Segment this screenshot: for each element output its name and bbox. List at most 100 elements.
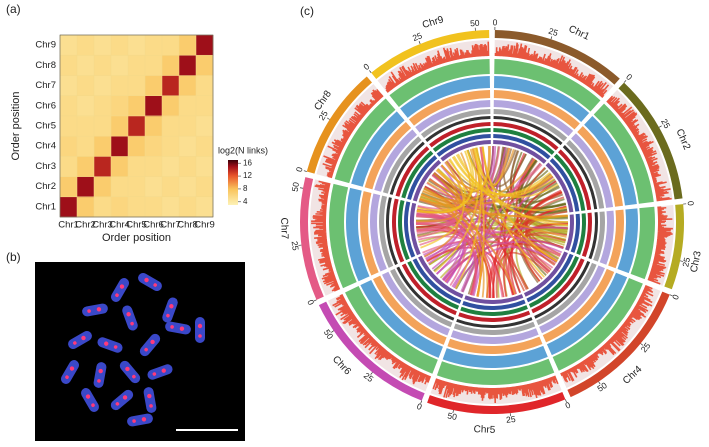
y-tick-label: Chr9: [35, 40, 56, 51]
chromosome-label: Chr9: [421, 14, 445, 31]
heat-cell: [94, 156, 111, 177]
chromosome-label: Chr4: [621, 364, 645, 387]
tick-label: 0: [564, 400, 572, 411]
heat-cell: [111, 136, 128, 157]
heat-cell: [94, 177, 111, 198]
heat-cell: [60, 35, 77, 56]
heat-cell: [179, 197, 196, 218]
heat-cell: [179, 75, 196, 96]
x-axis-label: Order position: [102, 232, 171, 244]
heat-cell: [94, 35, 111, 56]
tick-label: 25: [547, 26, 559, 39]
heat-cell: [128, 156, 145, 177]
colorbar-tick-label: 12: [243, 171, 252, 180]
signal: [198, 334, 202, 338]
heat-cell: [111, 75, 128, 96]
tick-label: 50: [470, 18, 481, 29]
heat-cell: [77, 75, 94, 96]
heat-cell: [128, 197, 145, 218]
colorbar-tick-label: 8: [243, 184, 248, 193]
heat-cell: [77, 156, 94, 177]
heat-cell: [196, 55, 213, 76]
heat-cell: [94, 96, 111, 117]
heat-cell: [196, 177, 213, 198]
heat-cell: [77, 136, 94, 157]
tick-label: 0: [294, 166, 305, 173]
heat-cell: [179, 35, 196, 56]
tick-mark: [327, 118, 330, 120]
heat-cell: [128, 55, 145, 76]
tick-mark: [551, 36, 552, 39]
heat-cell: [60, 136, 77, 157]
heat-cell: [94, 116, 111, 137]
heat-cell: [145, 96, 162, 117]
heat-cell: [162, 96, 179, 117]
heat-cell: [145, 55, 162, 76]
chromosome-label: Chr1: [567, 24, 592, 43]
heat-cell: [145, 177, 162, 198]
heat-cell: [196, 197, 213, 218]
y-tick-label: Chr2: [35, 181, 56, 192]
heat-cell: [60, 197, 77, 218]
colorbar-tick-label: 16: [243, 158, 252, 167]
heat-cell: [145, 197, 162, 218]
signal: [198, 324, 202, 328]
heat-cell: [111, 35, 128, 56]
heat-cell: [162, 197, 179, 218]
heat-cell: [145, 35, 162, 56]
y-tick-label: Chr5: [35, 121, 56, 132]
tick-mark: [419, 41, 420, 44]
colorbar-tick-label: 4: [243, 197, 248, 206]
heat-cell: [128, 35, 145, 56]
y-tick-label: Chr6: [35, 100, 56, 111]
heat-cell: [196, 136, 213, 157]
chromosome: [195, 317, 205, 343]
heat-cell: [60, 96, 77, 117]
heat-cell: [128, 96, 145, 117]
tick-label: 50: [447, 410, 459, 422]
tick-label: 0: [305, 298, 316, 307]
chromosome-label: Chr3: [689, 250, 704, 274]
heat-cell: [111, 197, 128, 218]
tick-label: 50: [290, 181, 302, 192]
heat-cell: [77, 35, 94, 56]
heat-cell: [111, 55, 128, 76]
heat-cell: [77, 116, 94, 137]
heat-cell: [162, 177, 179, 198]
heat-cell: [145, 136, 162, 157]
heat-cell: [179, 96, 196, 117]
y-tick-label: Chr8: [35, 60, 56, 71]
heat-cell: [145, 75, 162, 96]
x-tick-label: Chr9: [194, 220, 215, 231]
heat-cell: [162, 116, 179, 137]
heat-cell: [196, 35, 213, 56]
heat-cell: [179, 136, 196, 157]
chromosome-label: Chr8: [312, 88, 334, 112]
tick-mark: [624, 80, 626, 82]
tick-label: 25: [506, 414, 517, 425]
tick-mark: [659, 126, 662, 127]
heat-cell: [162, 156, 179, 177]
tick-label: 0: [670, 293, 681, 301]
y-axis-label: Order position: [10, 91, 22, 160]
heat-cell: [145, 156, 162, 177]
tick-label: 25: [659, 117, 672, 130]
heat-cell: [111, 177, 128, 198]
heat-cell: [111, 96, 128, 117]
heat-cell: [94, 197, 111, 218]
tick-label: 0: [686, 201, 696, 207]
heat-cell: [162, 75, 179, 96]
y-tick-label: Chr1: [35, 201, 56, 212]
heat-cell: [179, 177, 196, 198]
heat-cell: [179, 156, 196, 177]
tick-label: 0: [493, 17, 498, 27]
heat-cell: [94, 75, 111, 96]
chromosome-label: Chr5: [473, 424, 495, 436]
heat-cell: [60, 177, 77, 198]
heat-cell: [145, 116, 162, 137]
tick-mark: [369, 70, 371, 72]
tick-mark: [304, 171, 307, 172]
tick-label: 25: [411, 30, 424, 43]
heat-cell: [196, 156, 213, 177]
heat-cell: [128, 136, 145, 157]
